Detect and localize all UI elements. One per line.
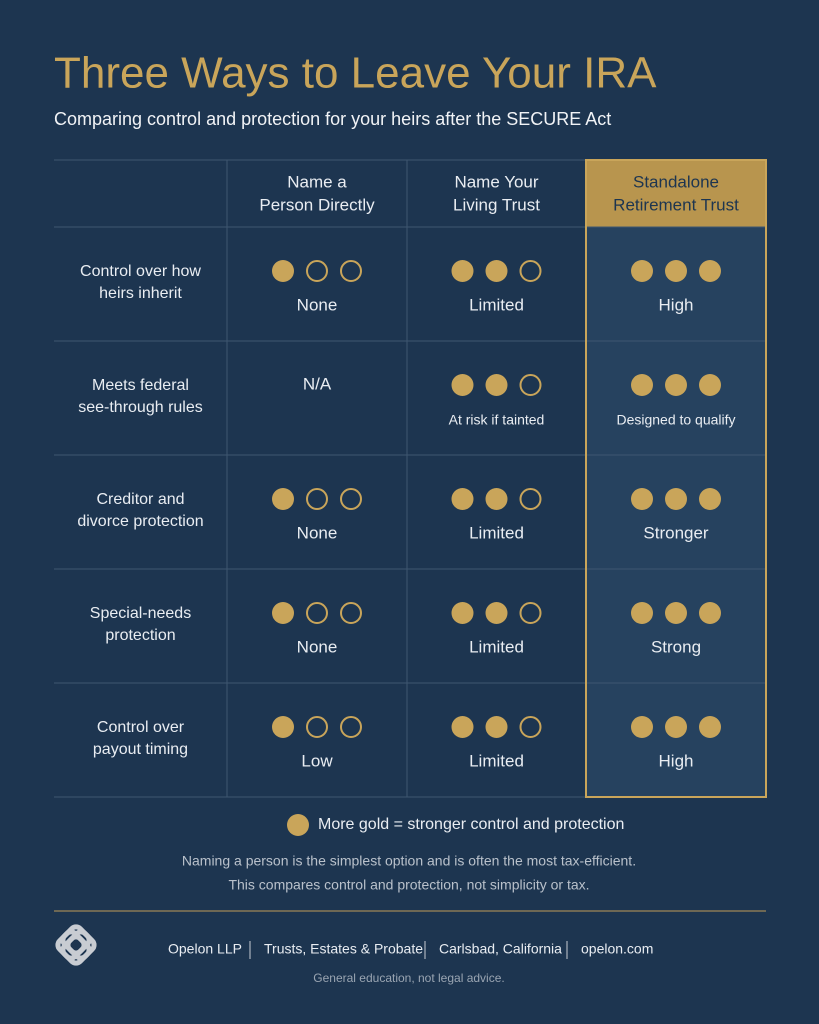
empty-dot xyxy=(340,602,362,624)
row-label: Special-needs xyxy=(90,605,191,622)
column-header: Person Directly xyxy=(259,195,375,214)
filled-dot xyxy=(665,716,687,738)
filled-dot xyxy=(272,488,294,510)
row-label: Control over how xyxy=(80,263,201,280)
filled-dot xyxy=(631,716,653,738)
column-header: Name a xyxy=(287,172,347,191)
filled-dot xyxy=(631,260,653,282)
filled-dot xyxy=(631,374,653,396)
row-label: Control over xyxy=(97,719,185,736)
empty-dot xyxy=(306,716,328,738)
filled-dot xyxy=(451,260,474,282)
footer-item: Trusts, Estates & Probate xyxy=(264,941,423,957)
highlight-column xyxy=(586,160,766,797)
row-label: Meets federal xyxy=(92,377,189,394)
cell-text: High xyxy=(659,751,694,770)
row-label: divorce protection xyxy=(77,513,203,530)
filled-dot xyxy=(699,374,721,396)
row-label: see-through rules xyxy=(78,399,203,416)
column-header: Name Your xyxy=(454,172,538,191)
cell-text: None xyxy=(297,295,338,314)
column-header: Standalone xyxy=(633,172,719,191)
cell-text: N/A xyxy=(303,374,332,393)
filled-dot xyxy=(665,488,687,510)
filled-dot xyxy=(451,488,474,510)
filled-dot xyxy=(485,716,508,738)
highlight-header xyxy=(586,160,766,227)
cell-text: Limited xyxy=(469,523,524,542)
filled-dot xyxy=(699,260,721,282)
filled-dot xyxy=(699,602,721,624)
cell-text: Limited xyxy=(469,751,524,770)
cell-text: Limited xyxy=(469,295,524,314)
subtitle: Comparing control and protection for you… xyxy=(54,109,611,129)
empty-dot xyxy=(340,716,362,738)
filled-dot xyxy=(451,602,474,624)
column-header: Retirement Trust xyxy=(613,195,739,214)
empty-dot xyxy=(519,716,542,738)
cell-text: High xyxy=(659,295,694,314)
footer-item: Carlsbad, California xyxy=(439,941,562,957)
filled-dot xyxy=(631,488,653,510)
footer-item: opelon.com xyxy=(581,941,653,957)
filled-dot xyxy=(485,602,508,624)
empty-dot xyxy=(340,260,362,282)
row-label: Creditor and xyxy=(96,491,184,508)
filled-dot xyxy=(665,260,687,282)
empty-dot xyxy=(306,488,328,510)
empty-dot xyxy=(519,260,542,282)
column-header: Living Trust xyxy=(453,195,540,214)
empty-dot xyxy=(306,260,328,282)
note: This compares control and protection, no… xyxy=(228,877,589,893)
row-label: payout timing xyxy=(93,741,188,758)
highlight-border xyxy=(585,159,767,798)
filled-dot xyxy=(699,488,721,510)
filled-dot xyxy=(665,602,687,624)
filled-dot xyxy=(665,374,687,396)
cell-note: At risk if tainted xyxy=(449,412,545,428)
legend-text: More gold = stronger control and protect… xyxy=(318,816,624,833)
cell-note: Designed to qualify xyxy=(616,412,735,428)
filled-dot xyxy=(485,488,508,510)
cell-text: Strong xyxy=(651,637,701,656)
filled-dot xyxy=(699,716,721,738)
empty-dot xyxy=(340,488,362,510)
footer-item: Opelon LLP xyxy=(168,941,242,957)
empty-dot xyxy=(519,488,542,510)
filled-dot xyxy=(451,374,474,396)
cell-text: None xyxy=(297,523,338,542)
empty-dot xyxy=(519,374,542,396)
disclaimer: General education, not legal advice. xyxy=(313,971,504,985)
filled-dot xyxy=(631,602,653,624)
empty-dot xyxy=(306,602,328,624)
row-label: protection xyxy=(105,627,175,644)
cell-text: None xyxy=(297,637,338,656)
cell-text: Limited xyxy=(469,637,524,656)
footer-separators xyxy=(249,941,568,959)
filled-dot xyxy=(485,260,508,282)
filled-dot xyxy=(451,716,474,738)
cell-text: Low xyxy=(301,751,333,770)
note: Naming a person is the simplest option a… xyxy=(182,853,636,869)
filled-dot xyxy=(485,374,508,396)
title: Three Ways to Leave Your IRA xyxy=(54,49,657,98)
logo xyxy=(55,924,97,966)
row-label: heirs inherit xyxy=(99,285,182,302)
legend-dot xyxy=(287,814,309,836)
empty-dot xyxy=(519,602,542,624)
filled-dot xyxy=(272,602,294,624)
filled-dot xyxy=(272,716,294,738)
filled-dot xyxy=(272,260,294,282)
cell-text: Stronger xyxy=(643,523,709,542)
